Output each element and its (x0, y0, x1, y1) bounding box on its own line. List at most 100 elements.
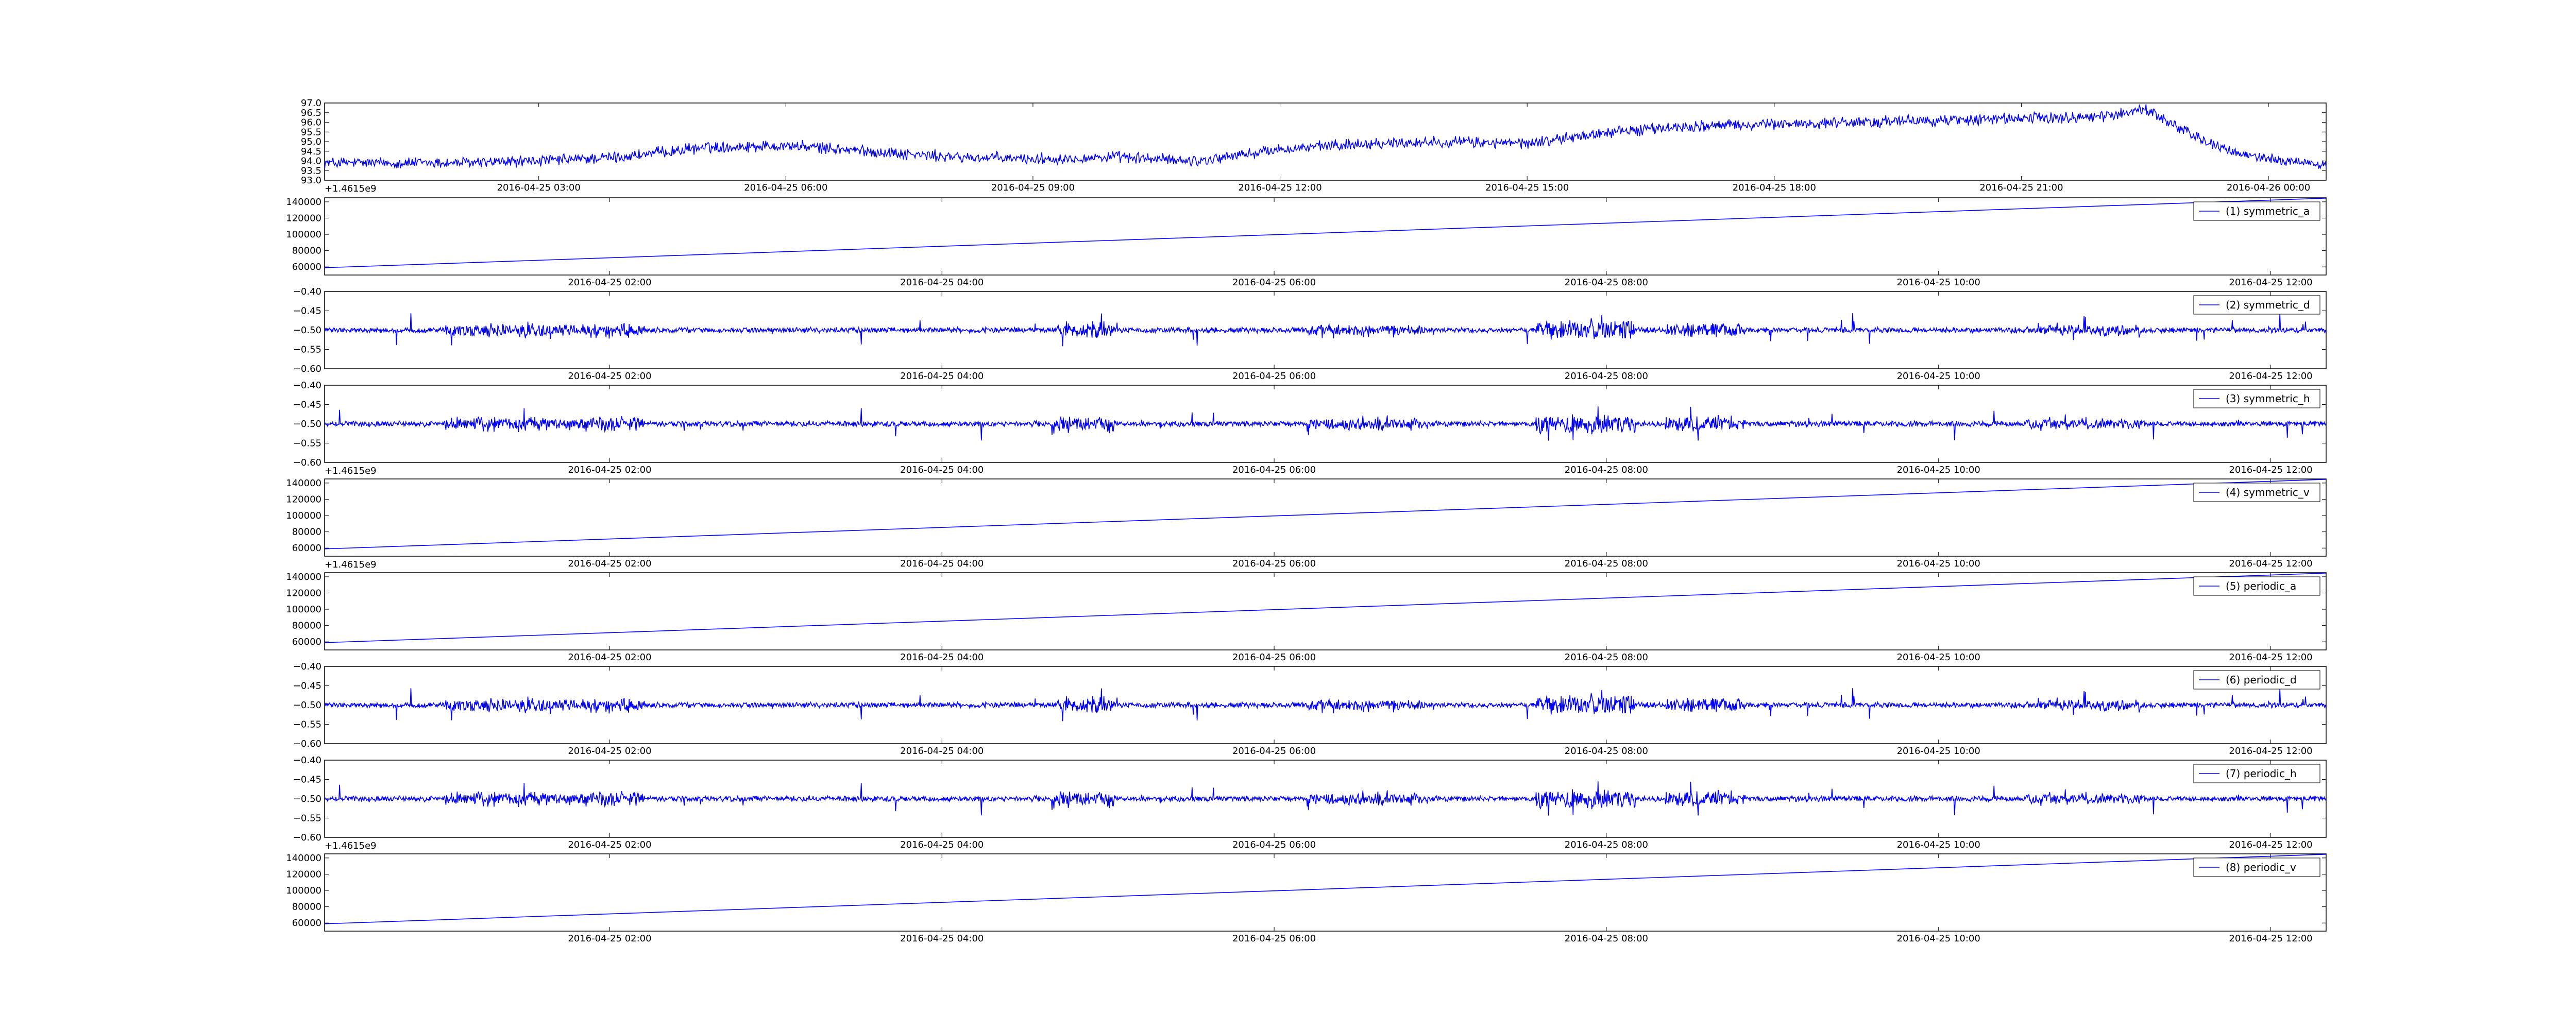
x-tick-label: 2016-04-25 08:00 (1565, 839, 1648, 850)
legend-label: (2) symmetric_d (2226, 299, 2310, 311)
y-tick-label: 60000 (292, 637, 321, 647)
y-tick-label: 93.0 (301, 175, 321, 186)
x-tick-label: 2016-04-25 12:00 (2229, 652, 2312, 663)
y-tick-label: 95.5 (301, 127, 321, 138)
y-tick-label: −0.50 (293, 325, 321, 336)
y-tick-label: 97.0 (301, 98, 321, 109)
x-tick-label: 2016-04-25 12:00 (2229, 371, 2312, 382)
axes-frame (324, 478, 2327, 557)
y-tick-label: −0.40 (293, 755, 321, 766)
y-tick-label: −0.40 (293, 286, 321, 297)
y-tick-label: −0.55 (293, 438, 321, 449)
y-tick-label: 100000 (286, 604, 321, 615)
axes-frame (324, 760, 2327, 838)
x-tick-label: 2016-04-26 00:00 (2227, 182, 2310, 193)
x-tick-label: 2016-04-25 18:00 (1733, 182, 1816, 193)
axes-frame (324, 385, 2327, 463)
series-line (324, 104, 2327, 170)
subplot-6: 60000 80000 100000 120000 140000 2016-04-25 0… (286, 572, 2327, 663)
x-tick-label: 2016-04-25 04:00 (900, 558, 984, 569)
subplot-5: 60000 80000 100000 120000 140000 2016-04-25 0… (286, 478, 2327, 570)
y-tick-label: −0.55 (293, 719, 321, 730)
y-tick-label: −0.60 (293, 832, 321, 843)
x-tick-label: 2016-04-25 04:00 (900, 746, 984, 757)
legend-label: (4) symmetric_v (2226, 486, 2310, 499)
legend: (8) periodic_v (2193, 857, 2320, 877)
legend-label: (7) periodic_h (2226, 767, 2297, 780)
x-tick-label: 2016-04-25 06:00 (1232, 746, 1316, 757)
axes-frame (324, 197, 2327, 276)
subplot-8: −0.60 −0.55 −0.50 −0.45 −0.40 2016-04-25 02:0… (293, 755, 2327, 851)
axes-frame (324, 853, 2327, 932)
x-tick-label: 2016-04-25 10:00 (1897, 652, 1980, 663)
y-tick-label: −0.45 (293, 400, 321, 410)
x-tick-label: 2016-04-25 06:00 (1232, 652, 1316, 663)
x-tick-label: 2016-04-25 06:00 (1232, 465, 1316, 475)
subplot-3: −0.60 −0.55 −0.50 −0.45 −0.40 2016-04-25 02:0… (293, 286, 2327, 382)
legend-label: (8) periodic_v (2226, 861, 2296, 873)
legend: (5) periodic_a (2193, 576, 2320, 596)
x-tick-label: 2016-04-25 02:00 (568, 839, 651, 850)
x-tick-label: 2016-04-25 02:00 (568, 277, 651, 288)
x-tick-label: 2016-04-25 06:00 (1232, 933, 1316, 944)
subplot-4: −0.60 −0.55 −0.50 −0.45 −0.40 2016-04-25 02:0… (293, 380, 2327, 476)
y-tick-label: 140000 (286, 572, 321, 582)
y-tick-label: 120000 (286, 869, 321, 880)
y-tick-label: −0.55 (293, 813, 321, 824)
x-tick-label: 2016-04-25 06:00 (1232, 371, 1316, 382)
series-line (324, 854, 2327, 924)
y-tick-label: 140000 (286, 853, 321, 864)
x-tick-label: 2016-04-25 02:00 (568, 746, 651, 757)
series-line (324, 313, 2327, 347)
x-tick-label: 2016-04-25 12:00 (2229, 839, 2312, 850)
x-tick-label: 2016-04-25 09:00 (991, 182, 1075, 193)
y-tick-label: −0.60 (293, 364, 321, 374)
y-tick-label: −0.60 (293, 457, 321, 468)
x-offset-label: +1.4615e9 (325, 840, 377, 851)
y-tick-label: 94.0 (301, 156, 321, 167)
legend: (3) symmetric_h (2193, 389, 2320, 408)
x-tick-label: 2016-04-25 08:00 (1565, 652, 1648, 663)
x-tick-label: 2016-04-25 21:00 (1979, 182, 2063, 193)
axes-frame (324, 572, 2327, 650)
x-offset-label: +1.4615e9 (325, 183, 377, 194)
x-tick-label: 2016-04-25 15:00 (1485, 182, 1569, 193)
y-tick-label: 93.5 (301, 165, 321, 176)
series-line (324, 688, 2327, 722)
x-tick-label: 2016-04-25 04:00 (900, 652, 984, 663)
x-tick-label: 2016-04-25 10:00 (1897, 371, 1980, 382)
y-tick-label: 120000 (286, 213, 321, 224)
subplot-2: 60000 80000 100000 120000 140000 2016-04-25 0… (286, 197, 2327, 288)
legend: (4) symmetric_v (2193, 483, 2320, 502)
subplot-1: 93.093.594.094.595.095.596.096.597.0 2016… (301, 98, 2327, 194)
x-tick-label: 2016-04-25 12:00 (1238, 182, 1321, 193)
x-tick-label: 2016-04-25 04:00 (900, 933, 984, 944)
series-line (324, 198, 2327, 268)
y-tick-label: 96.0 (301, 117, 321, 128)
x-tick-label: 2016-04-25 08:00 (1565, 746, 1648, 757)
x-offset-label: +1.4615e9 (325, 559, 377, 570)
x-tick-label: 2016-04-25 03:00 (497, 182, 581, 193)
x-tick-label: 2016-04-25 02:00 (568, 652, 651, 663)
x-tick-label: 2016-04-25 02:00 (568, 465, 651, 475)
x-tick-label: 2016-04-25 02:00 (568, 371, 651, 382)
y-tick-label: 60000 (292, 262, 321, 272)
y-tick-label: 100000 (286, 510, 321, 521)
legend-label: (3) symmetric_h (2226, 392, 2310, 405)
x-tick-label: 2016-04-25 10:00 (1897, 558, 1980, 569)
legend: (6) periodic_d (2193, 670, 2320, 690)
x-tick-label: 2016-04-25 10:00 (1897, 746, 1980, 757)
x-tick-label: 2016-04-25 10:00 (1897, 839, 1980, 850)
x-tick-label: 2016-04-25 04:00 (900, 277, 984, 288)
x-tick-label: 2016-04-25 02:00 (568, 558, 651, 569)
y-tick-label: 95.0 (301, 136, 321, 147)
y-tick-label: 140000 (286, 478, 321, 489)
y-tick-label: 80000 (292, 527, 321, 538)
y-tick-label: 100000 (286, 229, 321, 240)
series-line (324, 781, 2327, 816)
y-tick-label: 100000 (286, 885, 321, 896)
series-line (324, 406, 2327, 441)
x-tick-label: 2016-04-25 04:00 (900, 839, 984, 850)
x-tick-label: 2016-04-25 10:00 (1897, 933, 1980, 944)
